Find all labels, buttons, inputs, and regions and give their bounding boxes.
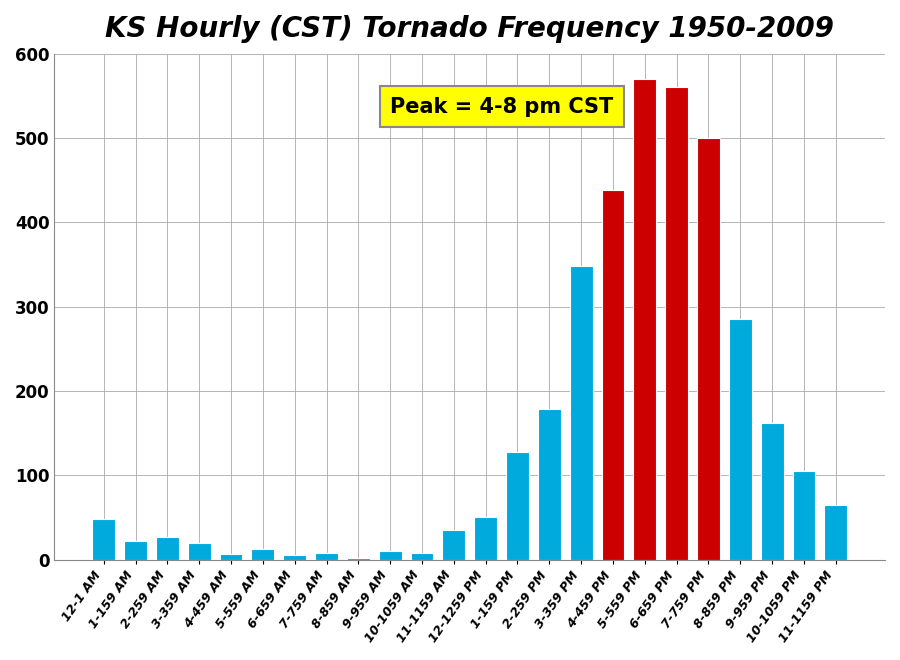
Bar xyxy=(220,554,242,560)
Bar xyxy=(570,266,592,560)
Bar xyxy=(793,471,815,560)
Bar xyxy=(124,541,147,560)
Bar xyxy=(601,190,625,560)
Bar xyxy=(346,558,370,560)
Bar xyxy=(315,553,338,560)
Bar xyxy=(410,553,434,560)
Bar xyxy=(156,537,179,560)
Title: KS Hourly (CST) Tornado Frequency 1950-2009: KS Hourly (CST) Tornado Frequency 1950-2… xyxy=(105,15,834,43)
Bar xyxy=(665,87,688,560)
Bar xyxy=(697,138,720,560)
Bar xyxy=(251,549,274,560)
Bar xyxy=(760,423,784,560)
Bar xyxy=(506,451,529,560)
Bar xyxy=(92,519,115,560)
Bar xyxy=(443,530,465,560)
Bar xyxy=(538,409,561,560)
Bar xyxy=(634,79,656,560)
Bar xyxy=(474,517,497,560)
Bar xyxy=(284,555,306,560)
Bar xyxy=(379,551,401,560)
Bar xyxy=(824,505,847,560)
Text: Peak = 4-8 pm CST: Peak = 4-8 pm CST xyxy=(391,96,614,117)
Bar xyxy=(188,543,211,560)
Bar xyxy=(729,319,751,560)
